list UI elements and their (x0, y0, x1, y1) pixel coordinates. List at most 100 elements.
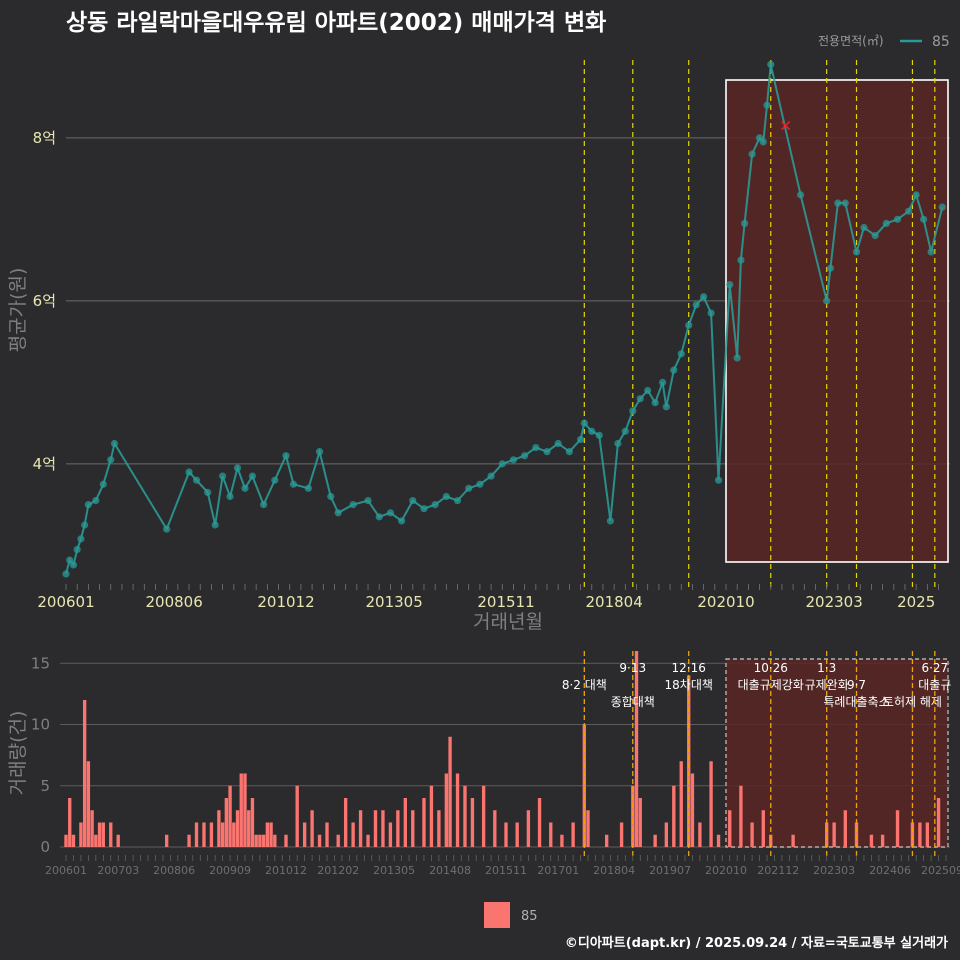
volume-bar (239, 773, 243, 847)
volume-bar (672, 785, 676, 847)
volume-bar (258, 834, 262, 847)
price-point (107, 456, 115, 464)
volume-bar (895, 810, 900, 847)
price-point (759, 138, 767, 146)
volume-bar (515, 822, 519, 847)
price-point (912, 191, 920, 199)
volume-bar (86, 761, 91, 847)
price-point (685, 321, 693, 329)
top-x-tick-label: 200601 (37, 593, 94, 611)
volume-bar (664, 822, 669, 847)
volume-bar (310, 810, 314, 847)
price-point (84, 501, 92, 509)
policy-label: 9·7 (847, 678, 866, 692)
volume-bar (336, 834, 340, 847)
top-x-tick-label: 201305 (366, 593, 423, 611)
volume-bar (109, 822, 113, 847)
price-point (588, 427, 596, 435)
price-point (375, 513, 383, 521)
volume-bar (690, 773, 695, 847)
bottom-x-tick-label: 202010 (705, 864, 747, 877)
volume-bar (116, 834, 120, 847)
volume-bar (918, 822, 922, 847)
price-point (767, 60, 775, 69)
price-point (476, 480, 484, 488)
volume-bar (217, 810, 221, 847)
price-point (349, 501, 357, 509)
price-point (289, 480, 298, 488)
bottom-x-tick-label: 201202 (317, 864, 359, 877)
price-point (73, 545, 81, 554)
policy-label: 대출규 (918, 678, 951, 692)
price-point (860, 223, 868, 232)
volume-bar (295, 785, 299, 847)
price-point (248, 472, 257, 480)
bottom-legend: 85 (484, 902, 538, 928)
volume-bar (687, 675, 691, 847)
price-point (431, 501, 439, 509)
price-point (726, 280, 734, 289)
volume-bar (261, 834, 266, 847)
volume-bar (265, 822, 270, 847)
top-y-tick-label: 6억 (33, 292, 56, 310)
volume-bar (504, 822, 508, 847)
price-point (532, 443, 540, 452)
price-point (651, 399, 659, 407)
price-point (763, 101, 771, 109)
volume-bar (791, 834, 795, 847)
price-point (66, 556, 74, 564)
price-point (92, 496, 100, 505)
volume-bar (343, 798, 348, 847)
price-point (893, 215, 902, 223)
price-point (636, 395, 644, 403)
volume-bar (243, 773, 247, 847)
price-point (204, 488, 212, 497)
volume-bar (269, 822, 273, 847)
top-y-tick-label: 4억 (33, 455, 56, 473)
price-point (334, 509, 342, 517)
price-point (99, 480, 107, 488)
price-point (871, 232, 879, 240)
volume-bar (101, 822, 105, 847)
price-point (927, 248, 935, 256)
volume-bar (854, 822, 859, 847)
bottom-x-tick-label: 201012 (265, 864, 307, 877)
volume-bar (869, 834, 874, 847)
price-point (233, 464, 242, 472)
top-x-axis-title: 거래년월 (473, 611, 543, 633)
policy-label: 6·27 (921, 661, 948, 675)
price-point (714, 476, 723, 484)
volume-bar (366, 834, 370, 847)
top-x-tick-label: 201012 (257, 593, 314, 611)
volume-bar (247, 810, 251, 847)
bottom-x-tick-label: 202509 (921, 864, 960, 877)
price-point (733, 354, 741, 362)
volume-bar (739, 785, 743, 847)
volume-bar (317, 834, 322, 847)
volume-bar (481, 785, 486, 847)
price-point (920, 215, 928, 223)
volume-bar (582, 724, 586, 847)
volume-bar (750, 822, 754, 847)
price-point (163, 525, 171, 533)
top-y-axis-title: 평균가(원) (7, 268, 29, 353)
price-point (707, 309, 715, 317)
price-point (327, 492, 335, 501)
volume-bar (631, 785, 635, 847)
price-point (659, 378, 667, 386)
price-point (219, 472, 227, 480)
price-point (826, 264, 835, 272)
price-point (521, 452, 529, 460)
bottom-legend-label: 85 (521, 909, 538, 924)
volume-bar (250, 798, 255, 847)
volume-bar (653, 834, 657, 847)
price-point (543, 448, 551, 456)
price-point (670, 366, 678, 374)
bottom-x-tick-label: 202112 (757, 864, 799, 877)
volume-bar (455, 773, 460, 847)
top-x-tick-label: 2025 (897, 593, 935, 611)
volume-bar (235, 810, 240, 847)
policy-label: 10·26 (754, 661, 788, 675)
policy-label: 종합대책 (611, 694, 655, 709)
